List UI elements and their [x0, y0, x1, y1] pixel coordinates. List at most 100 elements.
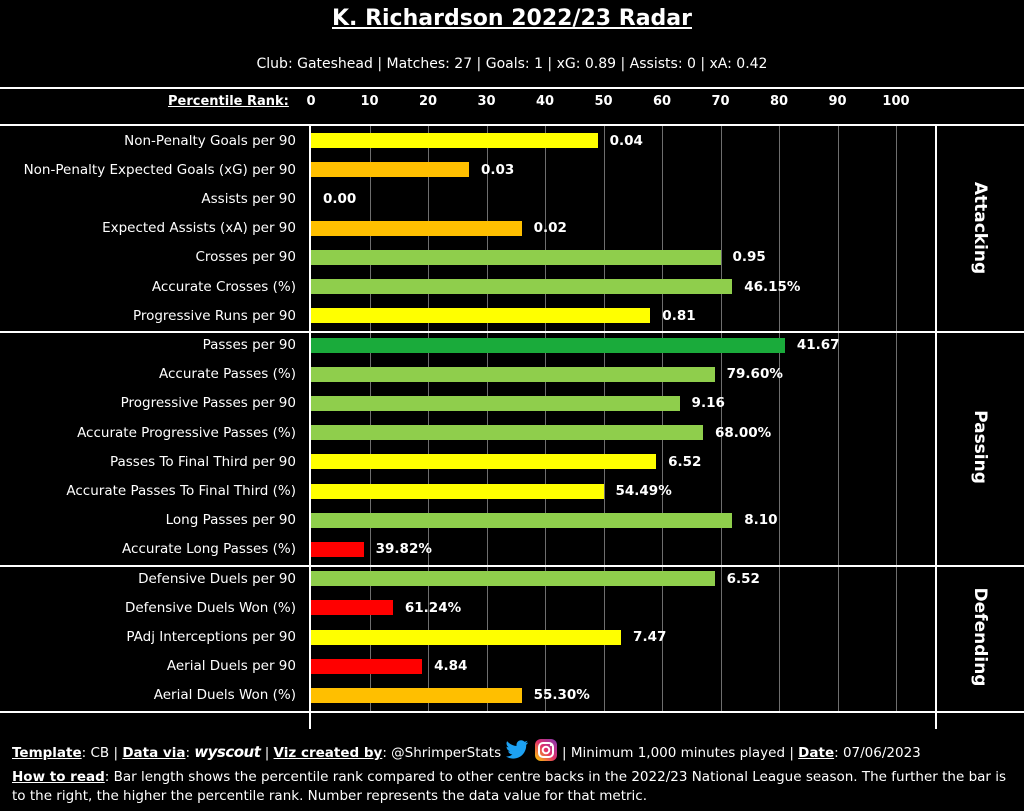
data-via-label: Data via	[122, 745, 186, 761]
bar-value-label: 39.82%	[375, 541, 432, 558]
metric-label: Expected Assists (xA) per 90	[102, 220, 296, 237]
x-axis-label: Percentile Rank:	[168, 94, 289, 109]
gridline	[487, 126, 488, 711]
bar-value-label: 55.30%	[533, 687, 590, 704]
metric-label: Progressive Runs per 90	[132, 307, 296, 324]
x-tick-label: 20	[418, 94, 438, 109]
twitter-icon	[505, 740, 529, 766]
x-tick-label: 80	[769, 94, 789, 109]
metric-label: Non-Penalty Expected Goals (xG) per 90	[23, 161, 296, 178]
instagram-icon	[534, 738, 558, 768]
template-label: Template	[12, 745, 82, 761]
gridline	[545, 126, 546, 711]
bar-value-label: 7.47	[633, 629, 667, 645]
wyscout-logo: wyscout	[194, 743, 261, 761]
gridline	[779, 126, 780, 711]
minimum-note: | Minimum 1,000 minutes played |	[557, 745, 799, 761]
percentile-bar	[311, 571, 715, 587]
footer: Template: CB | Data via: wyscout | Viz c…	[12, 738, 1012, 806]
gridline	[428, 126, 429, 711]
header-divider	[0, 124, 1024, 126]
percentile-bar	[311, 658, 423, 674]
metric-label: PAdj Interceptions per 90	[126, 629, 296, 645]
metric-label: Accurate Progressive Passes (%)	[77, 424, 296, 441]
metric-label: Crosses per 90	[195, 249, 296, 266]
bar-value-label: 8.10	[744, 512, 778, 529]
bar-value-label: 0.02	[533, 220, 567, 237]
section-divider	[0, 331, 1024, 334]
bar-value-label: 0.81	[662, 307, 696, 324]
how-to-read-text: : Bar length shows the percentile rank c…	[12, 769, 1007, 804]
percentile-bar	[311, 483, 604, 499]
section-label-defending: Defending	[969, 587, 990, 687]
section-label-passing: Passing	[969, 410, 990, 485]
gridline	[838, 126, 839, 711]
metric-label: Aerial Duels per 90	[166, 658, 296, 675]
viz-label: Viz created by	[273, 745, 383, 761]
x-tick-label: 10	[360, 94, 379, 109]
percentile-bar	[311, 512, 733, 528]
percentile-bar	[311, 541, 364, 557]
metric-label: Accurate Passes (%)	[159, 366, 296, 383]
percentile-bar	[311, 162, 469, 178]
bar-value-label: 0.00	[323, 191, 357, 207]
metric-label: Defensive Duels per 90	[138, 570, 296, 587]
x-tick-label: 40	[535, 94, 555, 109]
percentile-bar	[311, 687, 522, 703]
plot-left-border	[309, 126, 311, 729]
percentile-bar	[311, 600, 393, 616]
metric-label: Progressive Passes per 90	[120, 395, 296, 412]
x-tick-label: 50	[594, 94, 613, 109]
chart-subtitle: Club: Gateshead | Matches: 27 | Goals: 1…	[256, 56, 768, 72]
metric-label: Long Passes per 90	[165, 512, 296, 529]
x-tick-label: 60	[652, 94, 672, 109]
percentile-bar	[311, 629, 622, 645]
date-label: Date	[798, 745, 835, 761]
bar-value-label: 0.04	[609, 132, 643, 149]
x-tick-label: 0	[306, 94, 316, 109]
gridline	[370, 126, 371, 711]
percentile-bar	[311, 279, 733, 295]
bar-value-label: 6.52	[726, 570, 760, 587]
bar-value-label: 41.67	[796, 337, 840, 353]
metric-label: Assists per 90	[201, 191, 296, 207]
percentile-bar	[311, 366, 715, 382]
bar-value-label: 4.84	[434, 658, 468, 675]
section-divider	[0, 565, 1024, 567]
x-tick-label: 30	[477, 94, 496, 109]
x-tick-label: 90	[828, 94, 847, 109]
metric-label: Passes per 90	[202, 337, 296, 353]
percentile-bar	[311, 220, 522, 236]
gridline	[604, 126, 605, 711]
top-divider	[0, 87, 1024, 89]
metric-label: Accurate Passes To Final Third (%)	[66, 483, 296, 499]
metric-label: Accurate Crosses (%)	[151, 278, 296, 295]
metric-label: Passes To Final Third per 90	[109, 453, 296, 470]
percentile-bar	[311, 337, 785, 353]
data-via-sep: :	[185, 745, 195, 761]
bar-value-label: 61.24%	[404, 599, 462, 616]
chart-title: K. Richardson 2022/23 Radar	[332, 6, 692, 31]
bar-value-label: 0.03	[480, 161, 515, 178]
section-divider	[0, 711, 1024, 713]
viz-value: : @ShrimperStats	[382, 745, 502, 761]
percentile-bar	[311, 425, 703, 441]
percentile-bar	[311, 133, 598, 149]
metric-label: Non-Penalty Goals per 90	[124, 132, 296, 149]
template-value: : CB |	[81, 745, 123, 761]
percentile-bar	[311, 454, 657, 470]
bar-value-label: 46.15%	[744, 278, 801, 295]
metric-label: Aerial Duels Won (%)	[153, 687, 296, 704]
percentile-bar	[311, 249, 721, 265]
percentile-bar	[311, 308, 651, 324]
x-tick-label: 70	[711, 94, 730, 109]
date-value: : 07/06/2023	[834, 745, 921, 761]
bar-value-label: 54.49%	[615, 483, 672, 499]
bar-value-label: 0.95	[732, 249, 766, 266]
how-to-read-label: How to read	[12, 769, 105, 785]
percentile-bar	[311, 395, 680, 411]
gridline	[896, 126, 897, 711]
section-separator-vertical	[935, 126, 937, 729]
bar-value-label: 79.60%	[726, 366, 783, 383]
bar-value-label: 68.00%	[714, 424, 772, 441]
